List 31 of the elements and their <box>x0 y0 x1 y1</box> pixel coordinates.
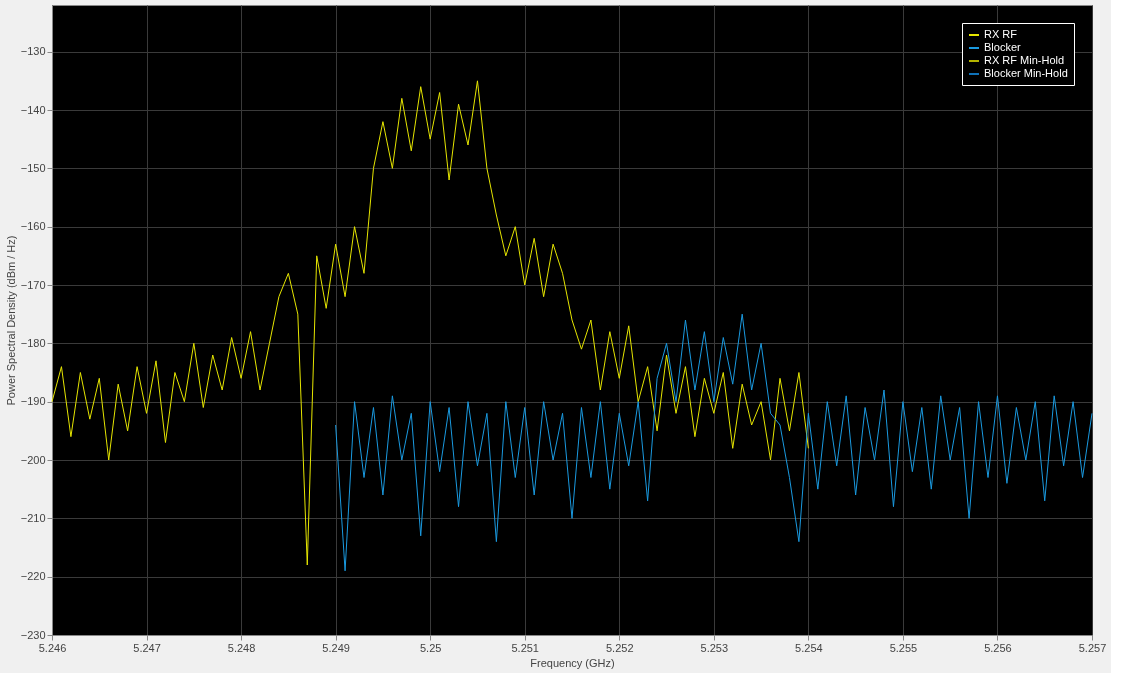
legend-label: RX RF Min-Hold <box>984 54 1065 66</box>
x-tick-label: 5.249 <box>322 641 350 654</box>
y-tick-label: −140 <box>20 103 46 116</box>
x-tick-label: 5.247 <box>133 641 161 654</box>
legend-label: RX RF <box>984 28 1018 40</box>
x-tick-label: 5.25 <box>419 641 442 654</box>
x-tick-label: 5.255 <box>889 641 918 654</box>
y-tick-label: −150 <box>20 161 46 174</box>
x-tick-label: 5.256 <box>984 641 1012 654</box>
y-tick-label: −210 <box>20 511 46 524</box>
x-tick-label: 5.251 <box>511 641 539 654</box>
y-tick-label: −220 <box>20 570 46 583</box>
line-series <box>335 313 1093 572</box>
x-tick-label: 5.254 <box>795 641 823 654</box>
y-axis-title: Power Spectral Density (dBm / Hz) <box>4 235 17 406</box>
x-tick-label: 5.252 <box>606 641 634 654</box>
x-tick-label: 5.257 <box>1078 641 1107 654</box>
y-tick-label: −130 <box>20 45 46 58</box>
legend-label: Blocker <box>984 41 1022 53</box>
y-tick-label: −190 <box>20 395 46 408</box>
x-tick-label: 5.246 <box>38 641 67 654</box>
y-tick-label: −200 <box>20 453 46 466</box>
y-tick-label: −230 <box>20 628 46 641</box>
x-axis-title: Frequency (GHz) <box>530 656 615 669</box>
legend-label: Blocker Min-Hold <box>984 67 1068 79</box>
x-tick-label: 5.248 <box>227 641 256 654</box>
y-tick-label: −170 <box>20 278 46 291</box>
line-series <box>51 80 809 566</box>
y-tick-label: −160 <box>20 220 46 233</box>
x-tick-label: 5.253 <box>700 641 729 654</box>
y-tick-label: −180 <box>20 336 46 349</box>
